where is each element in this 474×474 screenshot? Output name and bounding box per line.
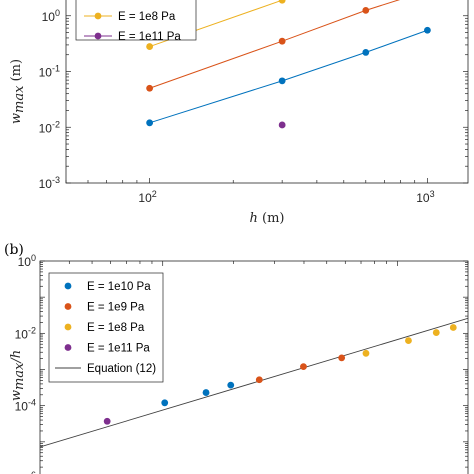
- panel-b-data-point: [255, 376, 263, 384]
- panel-b-ylabel-unit: /h: [9, 350, 24, 365]
- panel-b-data-point: [405, 337, 412, 344]
- panel-b-ytick-label: 10-2: [15, 325, 36, 341]
- panel-b-legend: E = 1e10 Pa E = 1e9 Pa E = 1e8 Pa E = 1e11 …: [48, 272, 164, 383]
- panel-a-ytick-label: 10-2: [39, 119, 60, 135]
- panel-a-data-point: [362, 6, 370, 14]
- panel-a-data-point: [424, 26, 431, 34]
- panel-a-xtick-label-exp: 3: [430, 189, 435, 199]
- panel-b-ytick-label: 100: [18, 253, 36, 269]
- panel-b-ytick-label-exp: 0: [31, 253, 36, 263]
- panel-b-data-point: [300, 363, 307, 371]
- panel-a-xlabel-unit: (m): [258, 211, 285, 226]
- panel-a-ytick-label-exp: -2: [52, 119, 60, 129]
- panel-a-ytick-label-base: 10: [42, 10, 56, 24]
- panel-a-ytick-label-base: 10: [39, 177, 53, 191]
- panel-a-series-line: [149, 0, 285, 48]
- panel-b-plot-area: [40, 317, 468, 448]
- panel-b-data-point: [338, 354, 346, 362]
- panel-a-legend-label: E = 1e11 Pa: [118, 31, 181, 43]
- panel-a-legend-label: E = 1e8 Pa: [118, 11, 176, 23]
- panel-a-ytick-label-base: 10: [39, 66, 53, 80]
- panel-a-xtick-label-exp: 2: [152, 189, 157, 199]
- panel-a-xtick-label: 102: [138, 189, 156, 205]
- panel-a-data-point: [278, 0, 286, 4]
- panel-a-data-point: [278, 121, 286, 129]
- panel-a-plot-area: [146, 0, 431, 129]
- panel-a-ylabel-unit: (m): [9, 59, 24, 86]
- panel-b-ytick-label: 10-4: [15, 398, 36, 414]
- panel-a-ytick-label-exp: -1: [52, 64, 60, 74]
- panel-a-data-point: [146, 43, 154, 50]
- panel-a-ylabel: wmax (m): [9, 59, 27, 124]
- panel-a-data-point: [146, 119, 154, 127]
- panel-b-equation-line: [40, 317, 468, 448]
- panel-a-ytick-label: 100: [42, 8, 60, 24]
- panel-a-data-point: [278, 77, 286, 85]
- panel-a-ytick-label: 10-3: [39, 175, 60, 191]
- panel-a-ytick-label: 10-1: [39, 64, 60, 80]
- panel-a-ytick-label-base: 10: [39, 121, 53, 135]
- panel-b-ytick-label: 10-6: [15, 470, 36, 474]
- panel-a-data-point: [362, 49, 370, 56]
- panel-b-ytick-label-base: 10: [18, 255, 32, 269]
- panel-b-ylabel-sub: max: [12, 362, 27, 390]
- panel-b-legend-marker: [64, 323, 72, 331]
- panel-a-xlabel-var: h: [250, 211, 258, 226]
- panel-b-data-point: [449, 324, 457, 331]
- panel-b-ytick-label-exp: -2: [28, 325, 36, 335]
- panel-a-series-line: [149, 29, 428, 124]
- panel-b-data-point: [362, 349, 370, 357]
- panel-b-ytick-label-exp: -6: [28, 470, 36, 474]
- panel-b-ytick-label-base: 10: [15, 327, 29, 341]
- panel-b-legend-label: E = 1e9 Pa: [87, 302, 145, 314]
- panel-a-data-point: [146, 84, 154, 92]
- panel-a-legend: E = 1e8 Pa E = 1e11 Pa: [75, 0, 197, 43]
- panel-a-xtick-label-base: 10: [138, 191, 152, 205]
- panel-b-legend-label: Equation (12): [87, 363, 156, 375]
- panel-a-ylabel-var: w: [9, 113, 24, 124]
- panel-b-data-point: [432, 329, 440, 336]
- panel-b-ylabel: wmax/h: [9, 350, 27, 401]
- panel-b-data-point: [202, 389, 210, 396]
- panel-a-xtick-label: 103: [416, 189, 434, 205]
- panel-b-legend-marker: [64, 282, 72, 290]
- panel-b-legend-marker: [64, 344, 72, 351]
- panel-a-legend-marker: [94, 12, 102, 20]
- panel-b-ylabel-var: w: [9, 390, 24, 401]
- panel-b-label: (b): [4, 242, 24, 258]
- panel-a-data-point: [278, 37, 286, 45]
- panel-b-ytick-label-base: 10: [15, 472, 29, 474]
- panel-b-legend-marker: [64, 303, 72, 310]
- panel-a-ytick-label-exp: -3: [52, 175, 60, 185]
- panel-a-legend-marker: [94, 32, 102, 40]
- panel-a-series-line: [149, 0, 401, 89]
- panel-a-xlabel: h (m): [250, 211, 285, 226]
- panel-b-ytick-label-base: 10: [15, 400, 29, 414]
- panel-b-legend-label: E = 1e11 Pa: [87, 343, 150, 355]
- panel-b-data-point: [103, 417, 111, 425]
- panel-b-legend-label: E = 1e10 Pa: [87, 281, 151, 293]
- panel-b-legend-label: E = 1e8 Pa: [87, 322, 145, 334]
- panel-a-xtick-label-base: 10: [416, 191, 430, 205]
- panel-b-ytick-label-exp: -4: [28, 398, 36, 408]
- panel-a-ytick-label-exp: 0: [55, 8, 60, 18]
- panel-a-ylabel-sub: max: [12, 85, 27, 113]
- panel-b-data-point: [161, 399, 169, 407]
- panel-b-data-point: [227, 381, 235, 389]
